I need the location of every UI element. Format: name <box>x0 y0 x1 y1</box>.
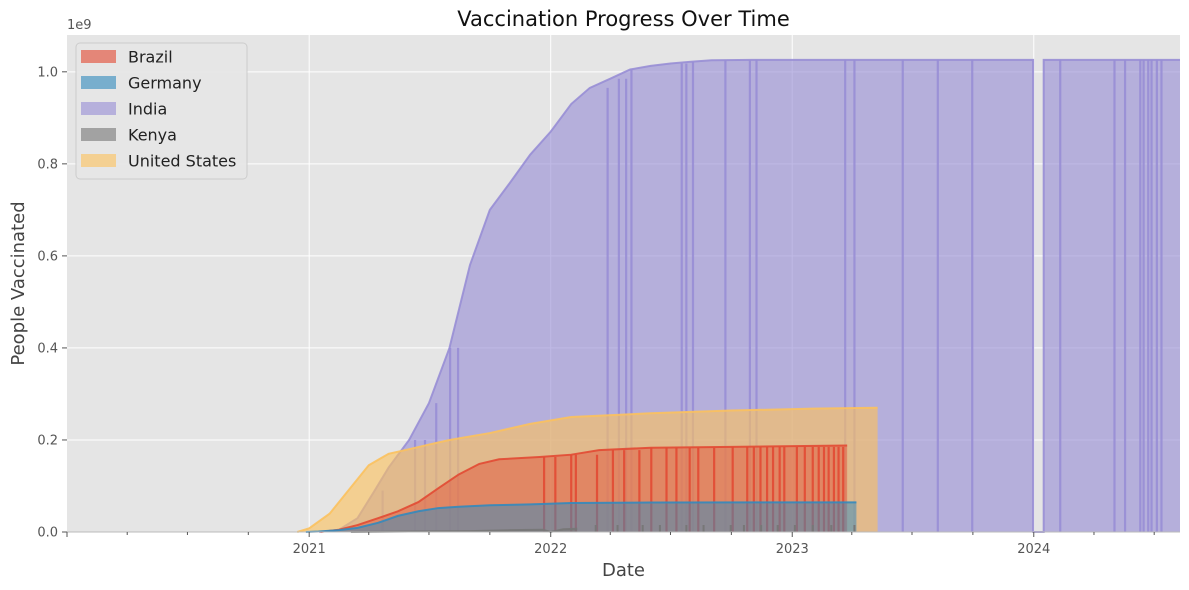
legend-swatch-kenya <box>81 128 116 141</box>
axes <box>62 71 1180 537</box>
legend-swatch-germany <box>81 76 116 89</box>
y-axis-label: People Vaccinated <box>8 201 29 365</box>
line-united-states <box>296 406 878 533</box>
y-tick-label: 0.2 <box>37 433 58 448</box>
legend: Brazil Germany India Kenya United States <box>75 42 248 180</box>
series-germany <box>305 501 857 533</box>
legend-label-kenya: Kenya <box>128 126 177 145</box>
y-tick-label: 0.4 <box>37 341 58 356</box>
series-kenya <box>350 525 856 534</box>
series-india <box>318 58 1180 533</box>
line-brazil <box>320 444 848 533</box>
legend-box <box>75 42 248 180</box>
legend-swatch-united-states <box>81 154 116 167</box>
area-kenya <box>350 528 578 532</box>
legend-label-india: India <box>128 100 167 119</box>
line-germany <box>305 501 857 533</box>
series-areas <box>296 58 1180 534</box>
y-tick-label: 1.0 <box>37 65 58 80</box>
legend-label-germany: Germany <box>128 74 202 93</box>
y-offset-label: 1e9 <box>67 18 92 33</box>
y-tick-label: 0.6 <box>37 249 58 264</box>
line-kenya <box>350 527 578 534</box>
y-tick-label: 0.8 <box>37 157 58 172</box>
area-germany <box>305 502 857 532</box>
legend-swatch-brazil <box>81 50 116 63</box>
x-tick-label: 2023 <box>776 542 809 557</box>
y-tick-label: 0.0 <box>37 526 58 541</box>
x-tick-label: 2021 <box>293 542 326 557</box>
x-axis-label: Date <box>602 560 645 581</box>
tick-labels: 2021 2022 2023 2024 0.0 0.2 0.4 0.6 0.8 1.0 <box>37 65 1050 557</box>
x-tick-label: 2022 <box>534 542 567 557</box>
chart-title: Vaccination Progress Over Time <box>457 7 789 31</box>
legend-swatch-india <box>81 102 116 115</box>
legend-label-united-states: United States <box>128 152 236 171</box>
legend-label-brazil: Brazil <box>128 48 173 67</box>
x-tick-label: 2024 <box>1017 542 1050 557</box>
